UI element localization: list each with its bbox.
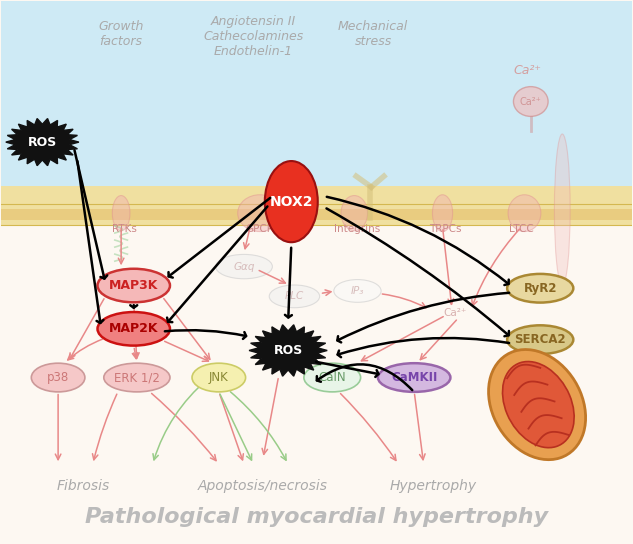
Ellipse shape xyxy=(269,285,320,308)
Text: Angiotensin II
Cathecolamines
Endothelin-1: Angiotensin II Cathecolamines Endothelin… xyxy=(203,15,304,58)
Ellipse shape xyxy=(31,363,85,392)
Ellipse shape xyxy=(104,363,170,392)
Text: RTKs: RTKs xyxy=(112,224,137,234)
Ellipse shape xyxy=(304,363,361,392)
Text: NOX2: NOX2 xyxy=(270,195,313,209)
Bar xyxy=(1,209,632,219)
Text: GPCRs: GPCRs xyxy=(246,224,280,234)
Ellipse shape xyxy=(265,161,318,242)
Text: LTCC: LTCC xyxy=(509,224,534,234)
Text: Ca²⁺: Ca²⁺ xyxy=(444,307,467,318)
Polygon shape xyxy=(6,119,79,166)
Ellipse shape xyxy=(97,269,170,302)
Bar xyxy=(1,2,632,226)
Ellipse shape xyxy=(513,86,548,116)
Text: Integrins: Integrins xyxy=(334,224,380,234)
Text: p38: p38 xyxy=(47,371,69,384)
Text: ROS: ROS xyxy=(273,344,303,357)
Ellipse shape xyxy=(334,280,381,302)
Text: Growth
factors: Growth factors xyxy=(99,20,144,48)
Bar xyxy=(1,187,632,225)
Ellipse shape xyxy=(507,274,573,302)
Ellipse shape xyxy=(192,363,246,392)
Ellipse shape xyxy=(216,255,272,279)
Text: Ca²⁺: Ca²⁺ xyxy=(513,64,542,77)
Text: Ca²⁺: Ca²⁺ xyxy=(520,96,542,107)
Text: MAP3K: MAP3K xyxy=(109,279,158,292)
Text: CaMKII: CaMKII xyxy=(391,371,437,384)
Text: CalN: CalN xyxy=(318,371,346,384)
Ellipse shape xyxy=(503,362,574,448)
Text: Fibrosis: Fibrosis xyxy=(57,479,110,493)
Text: Mechanical
stress: Mechanical stress xyxy=(338,20,408,48)
Ellipse shape xyxy=(432,195,453,232)
Text: ROS: ROS xyxy=(28,135,57,149)
Ellipse shape xyxy=(489,350,586,460)
Text: Apoptosis/necrosis: Apoptosis/necrosis xyxy=(198,479,328,493)
Text: Gαq: Gαq xyxy=(234,262,254,271)
Ellipse shape xyxy=(508,195,541,232)
Text: SERCA2: SERCA2 xyxy=(515,333,566,346)
Ellipse shape xyxy=(378,363,451,392)
Ellipse shape xyxy=(238,195,282,232)
Text: ERK 1/2: ERK 1/2 xyxy=(114,371,160,384)
Polygon shape xyxy=(249,325,327,376)
Ellipse shape xyxy=(507,325,573,354)
Ellipse shape xyxy=(555,134,570,286)
Text: IP₃: IP₃ xyxy=(351,286,364,296)
Text: JNK: JNK xyxy=(209,371,229,384)
Ellipse shape xyxy=(97,312,170,345)
Text: Pathological myocardial hypertrophy: Pathological myocardial hypertrophy xyxy=(85,508,548,528)
Ellipse shape xyxy=(112,195,130,231)
Ellipse shape xyxy=(341,195,368,231)
Text: Hypertrophy: Hypertrophy xyxy=(389,479,477,493)
Text: PLC: PLC xyxy=(285,292,304,301)
Text: RyR2: RyR2 xyxy=(523,282,557,295)
Text: TRPCs: TRPCs xyxy=(429,224,462,234)
Text: MAP2K: MAP2K xyxy=(109,323,158,335)
